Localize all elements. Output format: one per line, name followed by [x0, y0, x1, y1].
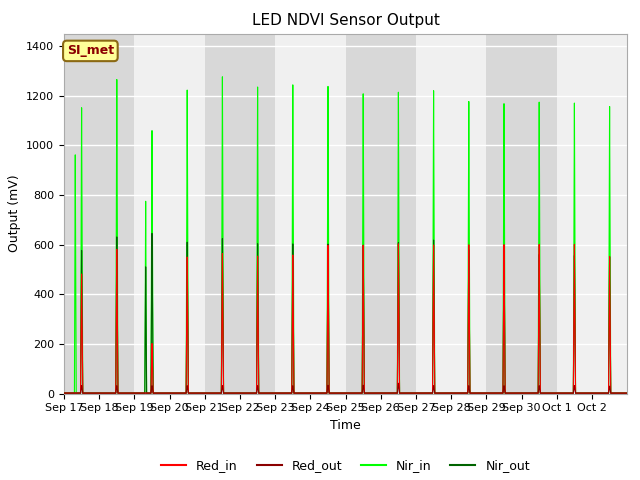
Red_in: [334, 390, 342, 396]
Red_out: [275, 390, 282, 396]
Bar: [64, 34, 134, 394]
Nir_in: [623, 390, 631, 396]
Red_out: [545, 390, 553, 396]
Bar: [486, 34, 557, 394]
Nir_in: [545, 390, 553, 396]
Red_out: [60, 390, 68, 396]
Nir_in: [60, 390, 68, 396]
Nir_out: [148, 230, 156, 236]
Nir_in: [219, 74, 227, 80]
Nir_out: [275, 390, 282, 396]
Nir_out: [374, 390, 381, 396]
Red_out: [374, 390, 381, 396]
Nir_in: [374, 390, 381, 396]
Nir_out: [474, 390, 482, 396]
Line: Nir_in: Nir_in: [64, 77, 627, 393]
Red_out: [79, 390, 87, 396]
Nir_out: [334, 390, 342, 396]
Red_in: [545, 390, 553, 396]
Bar: [205, 34, 275, 394]
Red_out: [623, 390, 631, 396]
Nir_in: [334, 390, 342, 396]
Line: Red_out: Red_out: [64, 383, 627, 393]
Nir_out: [545, 390, 553, 396]
Red_out: [334, 390, 342, 396]
Y-axis label: Output (mV): Output (mV): [8, 175, 20, 252]
Legend: Red_in, Red_out, Nir_in, Nir_out: Red_in, Red_out, Nir_in, Nir_out: [156, 455, 535, 477]
Red_in: [60, 390, 68, 396]
Red_out: [474, 390, 482, 396]
Nir_out: [623, 390, 631, 396]
Text: SI_met: SI_met: [67, 44, 114, 58]
X-axis label: Time: Time: [330, 419, 361, 432]
Nir_in: [474, 390, 482, 396]
Bar: [346, 34, 416, 394]
Red_in: [394, 241, 402, 247]
Nir_in: [79, 390, 87, 396]
Red_in: [275, 390, 282, 396]
Nir_out: [79, 390, 87, 396]
Nir_out: [60, 390, 68, 396]
Red_out: [394, 380, 402, 386]
Red_in: [474, 390, 482, 396]
Red_in: [623, 390, 631, 396]
Line: Red_in: Red_in: [64, 244, 627, 393]
Nir_in: [275, 390, 282, 396]
Red_in: [374, 390, 381, 396]
Title: LED NDVI Sensor Output: LED NDVI Sensor Output: [252, 13, 440, 28]
Line: Nir_out: Nir_out: [64, 233, 627, 393]
Red_in: [79, 390, 87, 396]
